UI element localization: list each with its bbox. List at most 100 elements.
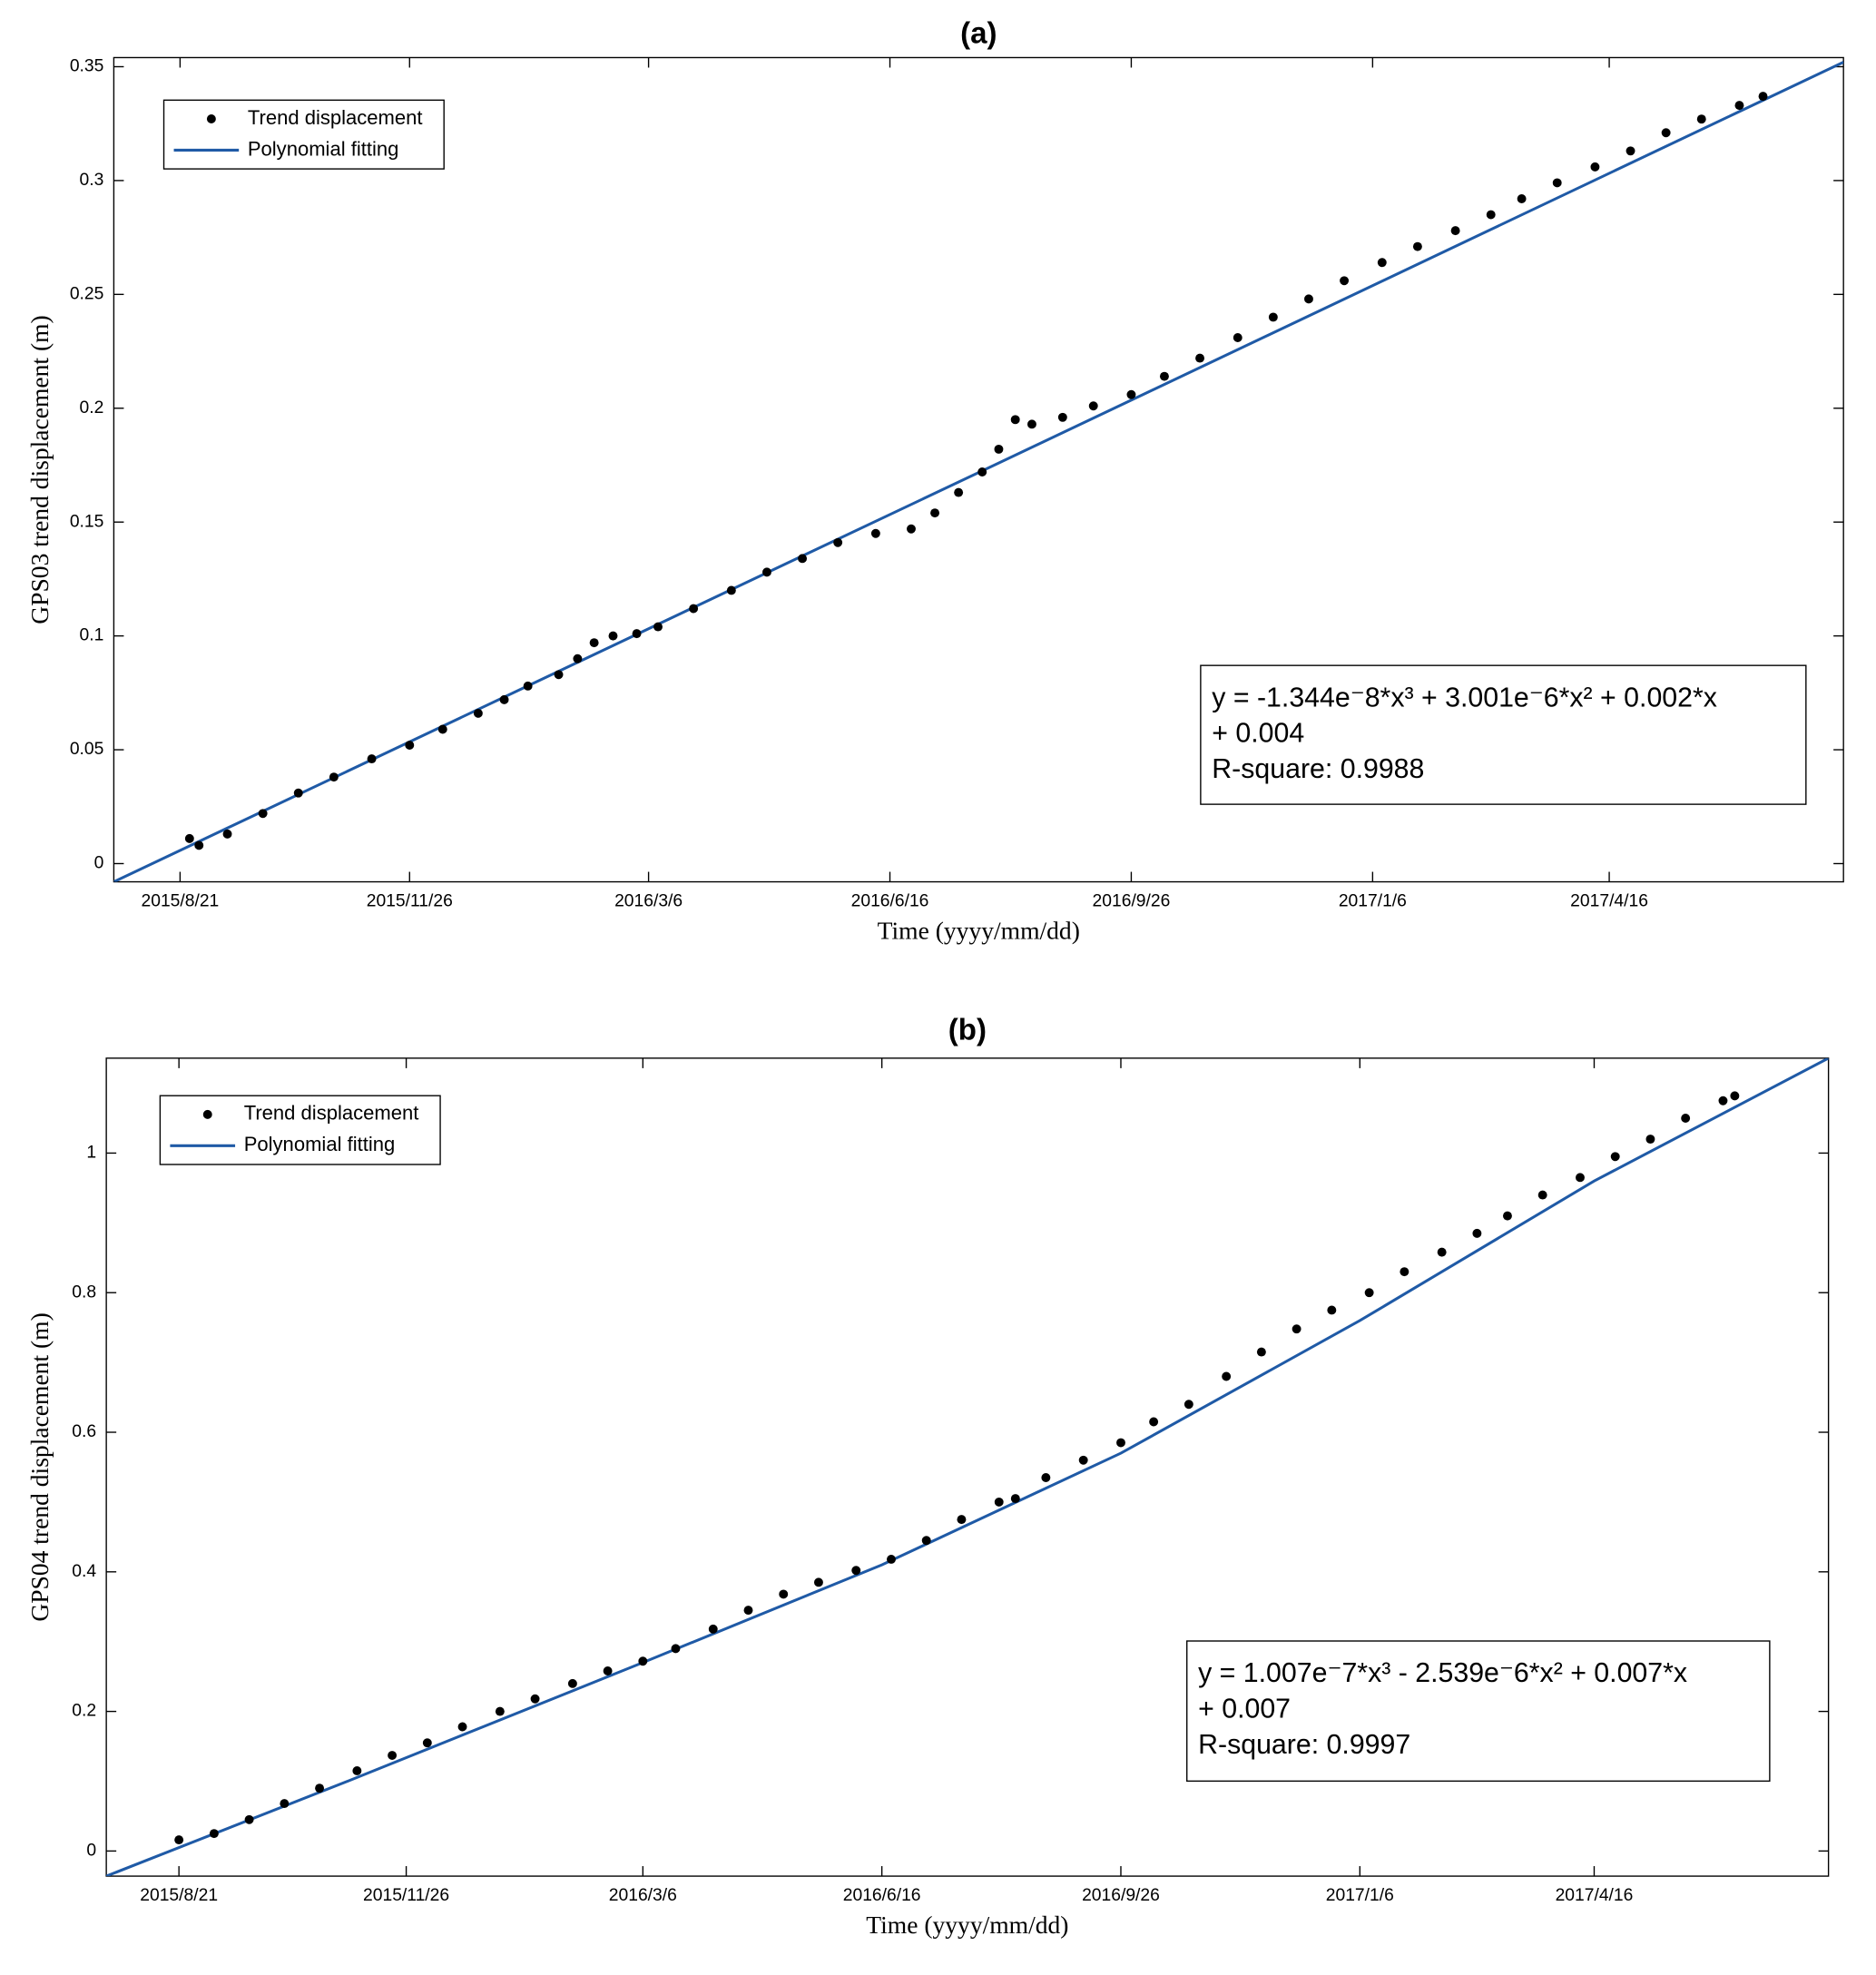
data-point — [1010, 1494, 1020, 1504]
data-point — [405, 741, 415, 751]
x-axis-label: Time (yyyy/mm/dd) — [866, 1911, 1068, 1939]
data-point — [437, 724, 447, 734]
x-tick-label: 2016/3/6 — [614, 892, 683, 911]
data-point — [329, 772, 339, 782]
legend-label: Trend displacement — [244, 1102, 419, 1125]
x-tick-label: 2017/4/16 — [1556, 1886, 1634, 1905]
y-tick-label: 0.1 — [80, 626, 104, 645]
data-point — [1661, 128, 1671, 138]
data-point — [779, 1589, 789, 1599]
data-point — [1159, 371, 1169, 381]
data-point — [1486, 210, 1496, 220]
data-point — [1400, 1267, 1409, 1277]
data-point — [554, 670, 564, 680]
x-axis-label: Time (yyyy/mm/dd) — [878, 916, 1080, 944]
legend-box — [159, 1095, 441, 1165]
data-point — [1537, 1190, 1547, 1200]
data-point — [1576, 1173, 1585, 1183]
data-point — [1256, 1347, 1266, 1357]
x-tick-label: 2017/4/16 — [1570, 892, 1648, 911]
annotation-text: + 0.004 — [1212, 719, 1304, 749]
data-point — [833, 537, 843, 547]
data-point — [1472, 1228, 1482, 1238]
data-point — [1552, 178, 1562, 188]
y-tick-label: 0.25 — [70, 284, 104, 303]
data-point — [1057, 412, 1067, 422]
chart-title: (a) — [960, 16, 997, 50]
data-point — [1010, 415, 1020, 425]
data-point — [726, 585, 736, 595]
data-point — [1233, 333, 1242, 342]
y-tick-label: 0 — [86, 1841, 96, 1860]
data-point — [1292, 1324, 1301, 1334]
data-point — [244, 1814, 254, 1824]
data-point — [1377, 258, 1387, 268]
data-point — [930, 508, 940, 518]
x-tick-label: 2016/6/16 — [851, 892, 929, 911]
data-point — [174, 1835, 184, 1845]
data-point — [921, 1536, 931, 1546]
data-point — [1116, 1438, 1125, 1448]
y-tick-label: 0.4 — [72, 1562, 96, 1581]
x-tick-label: 2016/9/26 — [1082, 1886, 1160, 1905]
data-point — [977, 467, 987, 477]
data-point — [1517, 194, 1527, 203]
data-point — [184, 833, 194, 843]
y-tick-label: 0.6 — [72, 1422, 96, 1441]
x-tick-label: 2015/8/21 — [142, 892, 220, 911]
data-point — [1327, 1305, 1337, 1315]
x-tick-label: 2016/6/16 — [843, 1886, 921, 1905]
data-point — [530, 1694, 540, 1704]
x-tick-label: 2016/3/6 — [609, 1886, 677, 1905]
y-tick-label: 0.8 — [72, 1282, 96, 1302]
x-tick-label: 2015/8/21 — [140, 1886, 218, 1905]
data-point — [1184, 1400, 1193, 1410]
data-point — [887, 1555, 896, 1564]
data-point — [994, 444, 1004, 454]
data-point — [1502, 1211, 1512, 1221]
annotation-text: R-square: 0.9988 — [1212, 754, 1424, 784]
y-axis-label: GPS03 trend displacement (m) — [25, 315, 54, 624]
data-point — [1364, 1288, 1374, 1298]
x-tick-label: 2015/11/26 — [367, 892, 453, 911]
y-tick-label: 0.2 — [80, 398, 104, 418]
data-point — [689, 604, 699, 614]
data-point — [1149, 1417, 1159, 1427]
x-tick-label: 2017/1/6 — [1339, 892, 1407, 911]
annotation-text: + 0.007 — [1198, 1694, 1291, 1724]
annotation-box — [1186, 1640, 1771, 1783]
data-point — [1590, 162, 1600, 172]
chart-title: (b) — [948, 1014, 987, 1047]
x-tick-label: 2017/1/6 — [1326, 1886, 1394, 1905]
data-point — [1696, 114, 1706, 124]
data-point — [1681, 1114, 1691, 1123]
data-point — [473, 708, 483, 718]
data-point — [1078, 1455, 1088, 1465]
data-point — [1645, 1135, 1655, 1145]
data-point — [1758, 92, 1768, 102]
legend-label: Polynomial fitting — [244, 1133, 396, 1155]
data-point — [603, 1666, 613, 1675]
data-point — [1610, 1152, 1620, 1162]
data-point — [280, 1799, 290, 1809]
data-point — [813, 1577, 823, 1587]
data-point — [523, 681, 533, 691]
y-tick-label: 0.3 — [80, 171, 104, 190]
data-point — [315, 1783, 325, 1793]
data-point — [1222, 1371, 1232, 1381]
data-point — [1437, 1247, 1447, 1257]
x-tick-label: 2016/9/26 — [1093, 892, 1171, 911]
annotation-text: y = -1.344e⁻8*x³ + 3.001e⁻6*x² + 0.002*x — [1212, 683, 1717, 712]
y-tick-label: 0.15 — [70, 512, 104, 531]
fit-line — [106, 1057, 1829, 1877]
y-tick-label: 0.2 — [72, 1702, 96, 1721]
legend-marker — [206, 114, 216, 123]
data-point — [954, 487, 964, 497]
annotation-text: R-square: 0.9997 — [1198, 1730, 1410, 1760]
data-point — [1126, 389, 1136, 399]
data-point — [1195, 353, 1205, 363]
data-point — [589, 638, 599, 648]
data-point — [352, 1765, 362, 1775]
data-point — [258, 809, 268, 819]
